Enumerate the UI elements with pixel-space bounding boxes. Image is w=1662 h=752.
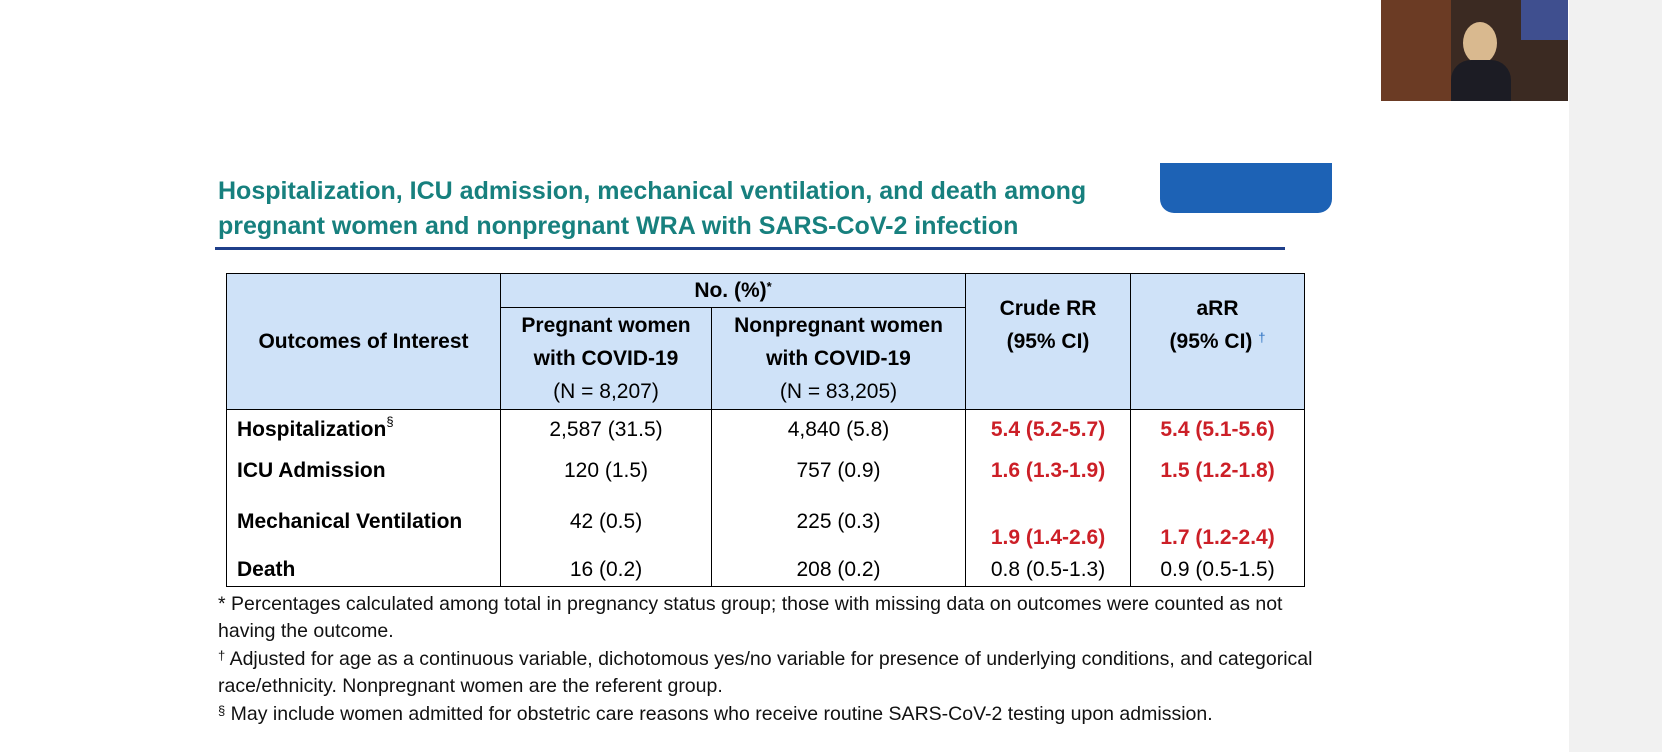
cell-value: 208 (0.2) bbox=[796, 557, 881, 581]
footnote: † Adjusted for age as a continuous varia… bbox=[218, 646, 1323, 700]
table-cell: 225 (0.3) bbox=[710, 490, 967, 554]
table-cell: 0.9 (0.5-1.5) bbox=[1130, 553, 1306, 587]
cdc-logo bbox=[1160, 163, 1332, 213]
header-text: (95% CI) bbox=[1169, 330, 1253, 353]
bookshelf bbox=[1381, 0, 1451, 101]
side-strip bbox=[1569, 0, 1662, 752]
table-cell: 120 (1.5) bbox=[500, 450, 712, 491]
table-row: ICU Admission 120 (1.5) 757 (0.9) 1.6 (1.3-… bbox=[226, 450, 1306, 491]
person bbox=[1463, 22, 1497, 64]
header-text: with COVID-19 bbox=[533, 347, 679, 370]
cell-value: 1.7 (1.2-2.4) bbox=[1160, 525, 1275, 549]
cell-value: 1.9 (1.4-2.6) bbox=[990, 525, 1106, 549]
header-text: aRR bbox=[1196, 297, 1239, 320]
cell-value: 2,587 (31.5) bbox=[549, 418, 663, 442]
header-cell: No. (%)* bbox=[499, 273, 967, 308]
table-row: Mechanical Ventilation 42 (0.5) 225 (0.3) 1… bbox=[226, 490, 1306, 554]
window bbox=[1521, 0, 1568, 40]
cell-value: 1.6 (1.3-1.9) bbox=[990, 458, 1106, 482]
table-cell: 4,840 (5.8) bbox=[710, 409, 967, 451]
webcam-thumbnail bbox=[1381, 0, 1568, 101]
table-cell: 0.8 (0.5-1.3) bbox=[965, 553, 1132, 587]
row-label: Hospitalization bbox=[237, 418, 387, 442]
footnote-text: Percentages calculated among total in pr… bbox=[218, 593, 1283, 642]
row-label: ICU Admission bbox=[237, 458, 386, 482]
title-line: pregnant women and nonpregnant WRA with … bbox=[218, 212, 1019, 240]
header-cell: aRR (95% CI) † bbox=[1130, 273, 1306, 410]
cell-value: 0.8 (0.5-1.3) bbox=[990, 557, 1106, 581]
cell-value: 1.5 (1.2-1.8) bbox=[1160, 458, 1275, 482]
table-body: Hospitalization§ 2,587 (31.5) 4,840 (5.8) 5… bbox=[226, 409, 1306, 587]
footnote-mark: § bbox=[218, 703, 226, 718]
table-cell: 2,587 (31.5) bbox=[500, 409, 712, 451]
footnote-text: Adjusted for age as a continuous variabl… bbox=[218, 648, 1313, 697]
header-text: No. (%) bbox=[694, 279, 767, 302]
header-text: Pregnant women bbox=[521, 314, 691, 337]
outcomes-table: Outcomes of Interest No. (%)* Crude RR (9… bbox=[226, 273, 1306, 587]
table-cell: 1.9 (1.4-2.6) bbox=[965, 490, 1132, 554]
footnote-mark: † bbox=[1258, 330, 1266, 345]
table-cell: 16 (0.2) bbox=[500, 553, 712, 587]
table-cell: 208 (0.2) bbox=[710, 553, 967, 587]
header-text: with COVID-19 bbox=[766, 347, 911, 370]
header-text: (N = 83,205) bbox=[779, 380, 898, 403]
title-line: Hospitalization, ICU admission, mechanic… bbox=[218, 177, 1087, 205]
header-text: (95% CI) bbox=[1006, 330, 1090, 353]
row-label-cell: Mechanical Ventilation bbox=[226, 490, 501, 554]
table-cell: 1.6 (1.3-1.9) bbox=[965, 450, 1132, 491]
footnote-mark: * bbox=[218, 593, 226, 615]
cell-value: 757 (0.9) bbox=[796, 458, 881, 482]
row-label: Death bbox=[237, 557, 296, 581]
table-cell: 5.4 (5.1-5.6) bbox=[1130, 409, 1306, 451]
footnote: § May include women admitted for obstetr… bbox=[218, 701, 1323, 728]
cell-value: 5.4 (5.2-5.7) bbox=[990, 418, 1106, 442]
slide-title: Hospitalization, ICU admission, mechanic… bbox=[218, 174, 1086, 244]
table-cell: 1.5 (1.2-1.8) bbox=[1130, 450, 1306, 491]
header-cell: Crude RR (95% CI) bbox=[965, 273, 1132, 410]
cell-value: 225 (0.3) bbox=[796, 510, 881, 533]
title-rule bbox=[215, 247, 1285, 250]
footnote-mark: † bbox=[218, 648, 226, 663]
cell-value: 120 (1.5) bbox=[563, 458, 649, 482]
row-label-cell: ICU Admission bbox=[226, 450, 501, 491]
row-label: Mechanical Ventilation bbox=[237, 510, 463, 533]
header-cell: Pregnant women with COVID-19 (N = 8,207) bbox=[500, 307, 712, 410]
header-text: Crude RR bbox=[999, 297, 1097, 320]
header-text: Outcomes of Interest bbox=[258, 330, 469, 353]
header-text: Nonpregnant women bbox=[734, 314, 943, 337]
table-row: Hospitalization§ 2,587 (31.5) 4,840 (5.8) 5… bbox=[226, 409, 1306, 451]
cell-value: 5.4 (5.1-5.6) bbox=[1160, 418, 1275, 442]
table-cell: 5.4 (5.2-5.7) bbox=[965, 409, 1132, 451]
cell-value: 4,840 (5.8) bbox=[787, 418, 890, 442]
cell-value: 16 (0.2) bbox=[569, 557, 643, 581]
cell-value: 42 (0.5) bbox=[569, 510, 643, 533]
footnote-mark: * bbox=[766, 279, 772, 294]
row-label-cell: Hospitalization§ bbox=[226, 409, 501, 451]
footnote-text: May include women admitted for obstetric… bbox=[230, 703, 1213, 725]
header-cell: Outcomes of Interest bbox=[226, 273, 501, 410]
header-text: (N = 8,207) bbox=[553, 380, 659, 403]
table-cell: 1.7 (1.2-2.4) bbox=[1130, 490, 1306, 554]
table-row: Death 16 (0.2) 208 (0.2) 0.8 (0.5-1.3) 0.9 (… bbox=[226, 553, 1306, 587]
row-label-cell: Death bbox=[226, 553, 501, 587]
person-body bbox=[1451, 60, 1511, 101]
header-cell: Nonpregnant women with COVID-19 (N = 83,20… bbox=[710, 307, 967, 410]
table-cell: 757 (0.9) bbox=[710, 450, 967, 491]
cell-value: 0.9 (0.5-1.5) bbox=[1160, 557, 1275, 581]
footnote-mark: § bbox=[386, 414, 394, 430]
footnote: * Percentages calculated among total in … bbox=[218, 591, 1323, 645]
table-cell: 42 (0.5) bbox=[500, 490, 712, 554]
